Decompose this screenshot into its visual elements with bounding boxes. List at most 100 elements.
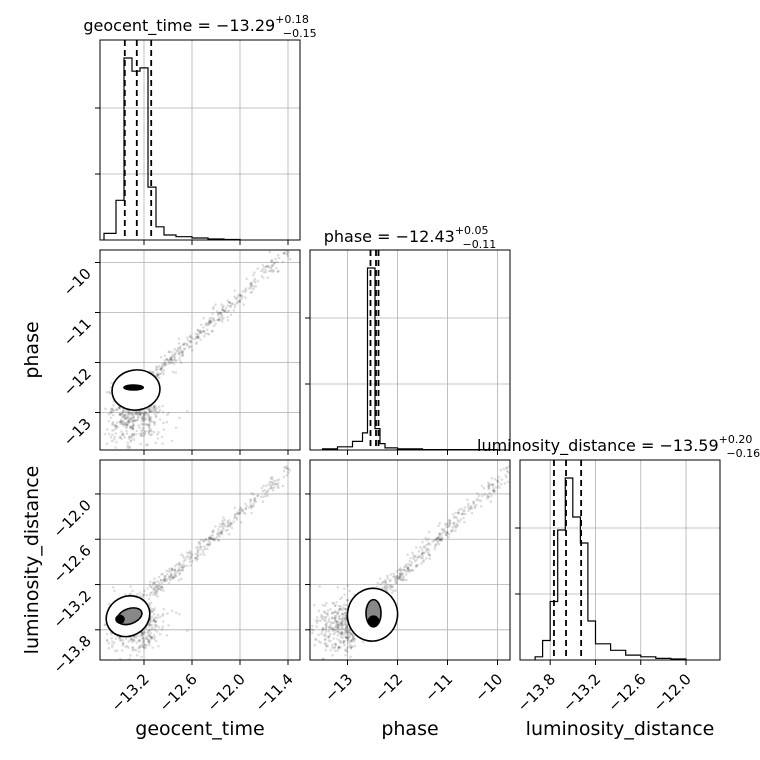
sample-point [411, 551, 414, 555]
sample-point [249, 285, 252, 288]
sample-point [199, 548, 202, 551]
sample-point [421, 554, 424, 558]
sample-point [170, 575, 174, 578]
sample-point [452, 522, 455, 525]
sample-point [346, 584, 350, 587]
sample-point [124, 637, 128, 641]
sample-point [158, 581, 161, 584]
sample-point [234, 513, 238, 516]
sample-point [219, 311, 222, 314]
sample-point [250, 281, 254, 285]
sample-point [138, 432, 141, 436]
sample-point [149, 428, 152, 431]
sample-point [126, 444, 130, 448]
sample-point [321, 627, 325, 631]
sample-point [454, 526, 458, 530]
sample-point [490, 476, 494, 480]
sample-point [113, 435, 116, 439]
tick-label-y-luminosity_distance: −12.0 [50, 496, 95, 541]
sample-point [315, 625, 318, 628]
sample-point [115, 421, 119, 424]
sample-point [338, 645, 341, 648]
sample-point [394, 577, 397, 581]
sample-point [170, 359, 174, 362]
sample-point [177, 352, 181, 356]
sample-point [434, 543, 437, 547]
sample-point [199, 545, 203, 548]
title-phase: phase = −12.43+0.05 −0.11 [324, 224, 497, 251]
sample-point [491, 483, 495, 486]
sample-point [327, 617, 331, 621]
sample-point [118, 420, 122, 424]
sample-point [163, 575, 167, 578]
sample-point [104, 623, 107, 627]
sample-point [126, 423, 130, 427]
sample-point [324, 634, 328, 638]
sample-point [147, 633, 151, 636]
sample-point [138, 644, 141, 648]
sample-point [138, 411, 141, 415]
sample-point [170, 609, 174, 613]
sample-point [275, 479, 279, 482]
sample-point [457, 511, 461, 515]
sample-point [406, 553, 409, 556]
sample-point [110, 407, 114, 410]
sample-point [227, 309, 231, 313]
sample-point [401, 578, 405, 582]
sample-point [426, 548, 429, 551]
sample-point [333, 616, 336, 620]
sample-point [124, 645, 127, 648]
sample-point [325, 630, 328, 633]
sample-point [419, 546, 422, 549]
sample-point [234, 296, 238, 300]
sample-point [208, 319, 212, 323]
tick-label-y-luminosity_distance: −13.2 [50, 587, 95, 632]
sample-point [266, 490, 269, 493]
sample-point [486, 494, 490, 498]
sample-point [220, 530, 224, 533]
sample-point [331, 627, 334, 630]
sample-point [226, 304, 230, 307]
sample-point [202, 326, 205, 329]
sample-point [344, 625, 348, 629]
sample-point [454, 511, 457, 515]
sample-point [232, 309, 236, 312]
sample-point [185, 555, 189, 559]
sample-point [337, 630, 340, 633]
sample-point [140, 429, 143, 433]
sample-point [159, 578, 163, 582]
sample-point [139, 412, 143, 415]
sample-point [136, 413, 140, 416]
sample-point [109, 411, 112, 415]
sample-point [276, 270, 280, 273]
sample-point [221, 519, 224, 522]
sample-point [324, 619, 327, 623]
sample-point [282, 252, 286, 255]
sample-point [195, 341, 198, 344]
sample-point [115, 440, 118, 444]
sample-point [132, 432, 136, 436]
sample-point [181, 354, 184, 358]
sample-point [344, 653, 347, 657]
sample-point [249, 503, 252, 507]
sample-point [396, 577, 399, 580]
sample-point [204, 538, 208, 542]
sample-point [155, 407, 159, 410]
sample-point [244, 507, 248, 510]
sample-point [351, 634, 355, 637]
sample-point [395, 581, 398, 585]
sample-point [132, 415, 135, 418]
sample-point [447, 518, 451, 522]
sample-point [182, 342, 186, 345]
sample-point [333, 645, 337, 649]
sample-point [340, 631, 344, 635]
axes-frame [99, 249, 301, 451]
sample-point [178, 358, 181, 362]
sample-point [144, 429, 147, 433]
sample-point [177, 578, 181, 582]
sample-point [138, 639, 141, 643]
sample-point [140, 643, 143, 646]
sample-point [343, 612, 347, 615]
sample-point [164, 574, 167, 578]
sample-point [268, 487, 271, 491]
